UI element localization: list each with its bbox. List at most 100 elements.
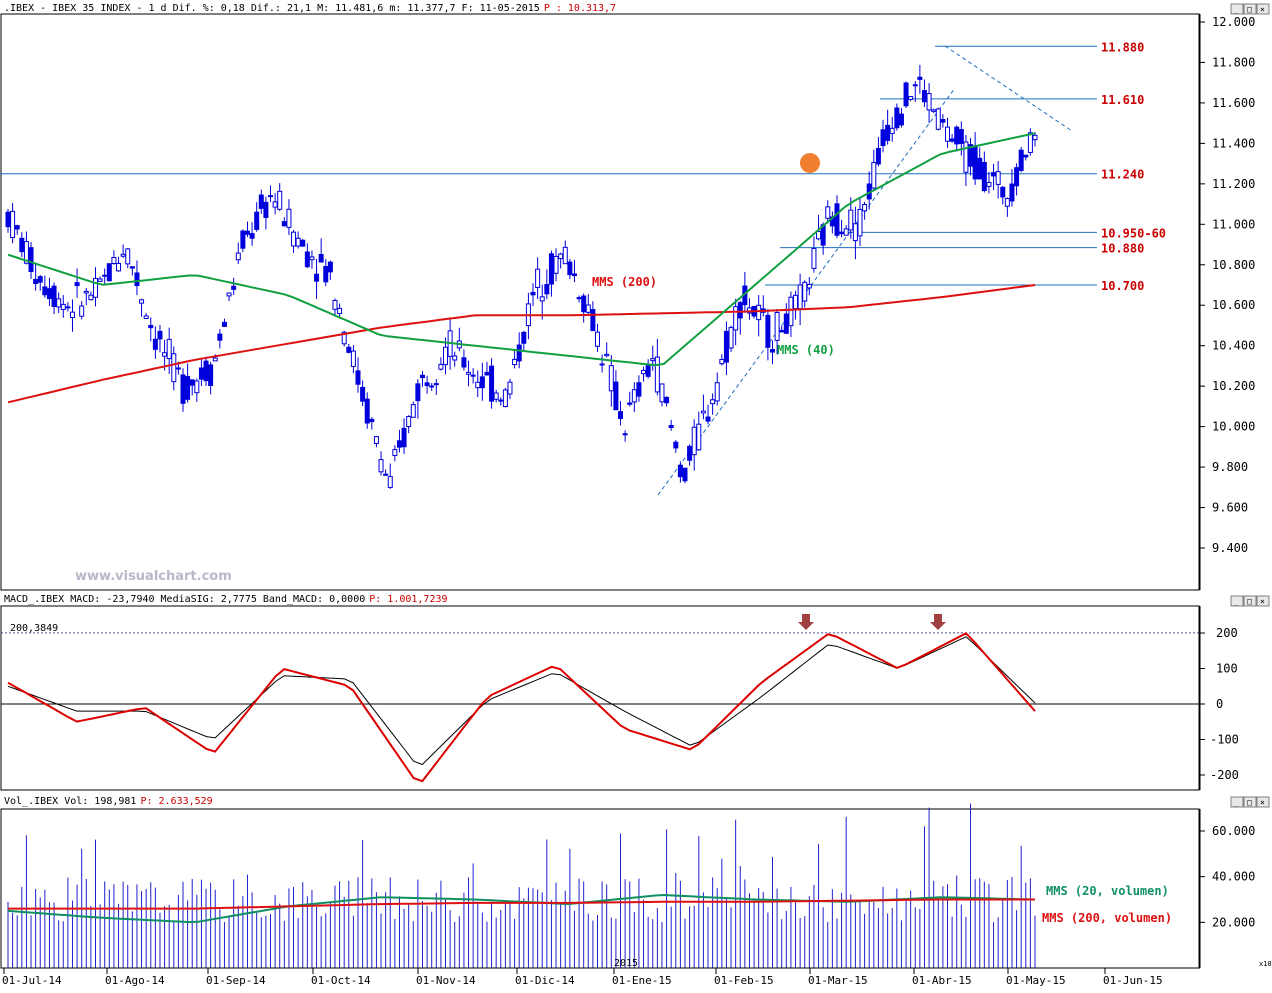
candle-body [991, 172, 997, 177]
panel-button [1256, 3, 1270, 15]
candle-body [567, 261, 573, 276]
candle-body [14, 225, 20, 230]
candle-body [350, 350, 356, 367]
candle-body [203, 360, 209, 382]
mms40-line [7, 132, 1036, 367]
price-tick-label: 11.800 [1212, 55, 1255, 69]
price-tick-label: 10.600 [1212, 298, 1255, 312]
price-tick-label: 10.200 [1212, 379, 1255, 393]
date-label: 01-Abr-15 [912, 974, 972, 987]
level-label: 11.240 [1101, 168, 1144, 182]
candle-body [880, 129, 886, 146]
candle-body [309, 256, 315, 261]
candle-body [977, 157, 983, 180]
level-label: 11.880 [1101, 40, 1144, 54]
candle-body [125, 248, 131, 265]
candle-body [221, 321, 227, 327]
candle-body [903, 82, 909, 107]
candle-body [700, 410, 706, 414]
candle-body [931, 109, 937, 112]
candle-body [392, 449, 398, 456]
candle-body [1009, 183, 1015, 202]
candle-body [1032, 134, 1038, 141]
candle-body [364, 398, 370, 424]
date-label: 01-Sep-14 [206, 974, 266, 987]
candle-body [23, 241, 29, 264]
candle-body [93, 278, 99, 298]
candle-body [143, 315, 149, 320]
macd-peak-arrow [798, 614, 814, 630]
candle-body [410, 404, 416, 418]
candle-body [594, 331, 600, 347]
price-panel-buttons[interactable]: _ □ × [1230, 3, 1270, 15]
panel-button-label: × [1260, 597, 1265, 606]
price-tick-label: 12.000 [1212, 15, 1255, 29]
candle-body [862, 204, 868, 212]
candle-body [1004, 198, 1010, 207]
candle-body [212, 357, 218, 362]
breakout-marker [800, 153, 820, 173]
macd-arrows [798, 614, 946, 630]
candle-body [535, 268, 541, 288]
macd-signal-line [7, 636, 1036, 766]
mms200-line [7, 284, 1036, 404]
candle-body [5, 211, 11, 228]
macd-y-axis: 200 100 0 -100 -200 [1200, 626, 1239, 782]
year-marker: 2015 [614, 958, 638, 969]
candle-body [668, 424, 674, 429]
candle-body [355, 370, 361, 385]
candle-body [88, 294, 94, 301]
candle-body [470, 374, 476, 377]
candle-body [553, 255, 559, 274]
x10-label: x10 [1259, 960, 1272, 968]
candle-body [576, 297, 582, 300]
candle-body [479, 376, 485, 389]
candle-body [756, 304, 762, 321]
volume-panel-buttons[interactable]: _ □ × [1230, 796, 1270, 808]
candle-body [604, 353, 610, 357]
candle-body [710, 399, 716, 405]
candle-body [327, 261, 333, 273]
candle-body [111, 257, 117, 265]
date-axis: 01-Jul-14 01-Ago-14 01-Sep-14 01-Oct-14 01-N… [1, 967, 1200, 987]
candle-body [291, 231, 297, 247]
candle-body [806, 283, 812, 289]
price-tick-label: 10.400 [1212, 339, 1255, 353]
candle-body [272, 201, 278, 208]
candle-body [438, 363, 444, 370]
candle-body [97, 278, 103, 282]
candle-body [79, 305, 85, 317]
date-label: 01-Oct-14 [311, 974, 371, 987]
candle-body [244, 230, 250, 235]
candle-body [37, 276, 43, 283]
candle-body [240, 230, 246, 249]
macd-panel-buttons[interactable]: _ □ × [1230, 595, 1270, 607]
candle-body [231, 285, 237, 290]
price-tick-label: 11.600 [1212, 96, 1255, 110]
candle-body [263, 201, 269, 218]
candle-body [530, 291, 536, 296]
candle-body [958, 129, 964, 144]
candle-body [894, 107, 900, 129]
candle-body [360, 386, 366, 402]
candle-body [1000, 186, 1006, 198]
candle-body [28, 247, 34, 273]
candle-body [788, 296, 794, 327]
candle-body [1018, 149, 1024, 171]
candle-body [659, 383, 665, 403]
macd-tick-label: -200 [1210, 768, 1239, 782]
volume-bars [7, 803, 1036, 968]
candle-body [728, 327, 734, 349]
candle-body [839, 231, 845, 235]
candle-body [691, 426, 697, 456]
candle-body [406, 416, 412, 427]
panel-button [1256, 595, 1270, 607]
candle-body [885, 124, 891, 141]
price-tick-label: 11.400 [1212, 136, 1255, 150]
candle-body [502, 389, 508, 408]
candle-body [443, 346, 449, 366]
volume-y-axis: 60.000 40.000 20.000 [1200, 824, 1255, 929]
price-tick-label: 9.600 [1212, 501, 1248, 515]
candle-body [696, 423, 702, 451]
candle-body [162, 352, 168, 357]
